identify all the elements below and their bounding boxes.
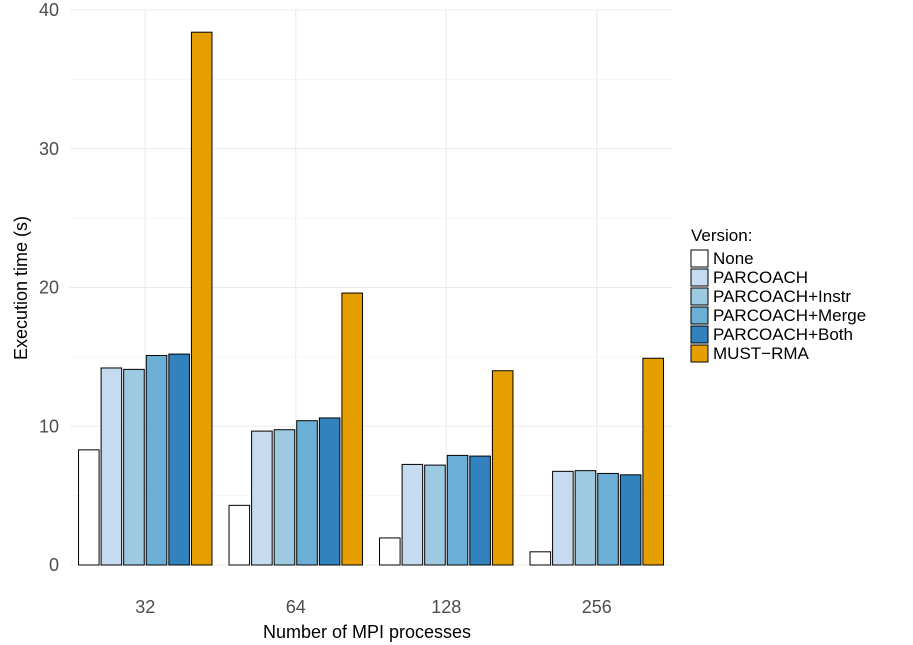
legend-title: Version: <box>691 226 752 245</box>
x-axis-title: Number of MPI processes <box>263 622 471 642</box>
legend-label: None <box>713 249 754 268</box>
legend-label: MUST−RMA <box>713 344 810 363</box>
bar <box>100 367 123 566</box>
bar <box>123 368 145 566</box>
bar <box>619 474 642 566</box>
bars <box>78 31 664 566</box>
x-tick-label: 32 <box>135 597 155 617</box>
bar <box>273 429 296 566</box>
legend-key <box>690 268 709 287</box>
x-tick-label: 64 <box>286 597 306 617</box>
bar <box>642 357 664 566</box>
bar <box>597 472 619 566</box>
y-tick-label: 10 <box>39 416 59 436</box>
legend-label: PARCOACH+Instr <box>713 287 851 306</box>
x-axis-ticks: 32 64 128 256 <box>135 597 612 617</box>
legend-key <box>690 306 709 325</box>
bar <box>552 470 574 566</box>
legend-label: PARCOACH+Merge <box>713 306 866 325</box>
y-axis-title: Execution time (s) <box>11 216 31 360</box>
legend-key <box>690 325 709 344</box>
bar <box>401 463 424 566</box>
bar <box>78 449 100 566</box>
bar <box>190 31 213 566</box>
legend: Version: NonePARCOACHPARCOACH+InstrPARCO… <box>690 226 866 363</box>
bar <box>529 551 552 566</box>
y-tick-label: 30 <box>39 139 59 159</box>
bar <box>341 292 363 566</box>
bar <box>228 504 251 566</box>
legend-key <box>690 249 709 268</box>
bar <box>251 430 273 566</box>
bar <box>574 470 597 566</box>
y-tick-label: 20 <box>39 278 59 298</box>
legend-key <box>690 287 709 306</box>
x-tick-label: 128 <box>431 597 461 617</box>
legend-label: PARCOACH <box>713 268 808 287</box>
y-tick-label: 0 <box>49 555 59 575</box>
bar <box>491 370 514 566</box>
y-axis-ticks: 0 10 20 30 40 <box>39 0 59 575</box>
y-tick-label: 40 <box>39 0 59 20</box>
x-tick-label: 256 <box>582 597 612 617</box>
legend-label: PARCOACH+Both <box>713 325 853 344</box>
bar <box>296 420 318 566</box>
bar <box>379 537 401 566</box>
bar <box>168 353 190 566</box>
bar <box>318 417 341 566</box>
legend-key <box>690 344 709 363</box>
bar <box>469 455 491 566</box>
bar <box>145 354 168 566</box>
bar <box>446 454 469 566</box>
bar <box>424 464 446 566</box>
